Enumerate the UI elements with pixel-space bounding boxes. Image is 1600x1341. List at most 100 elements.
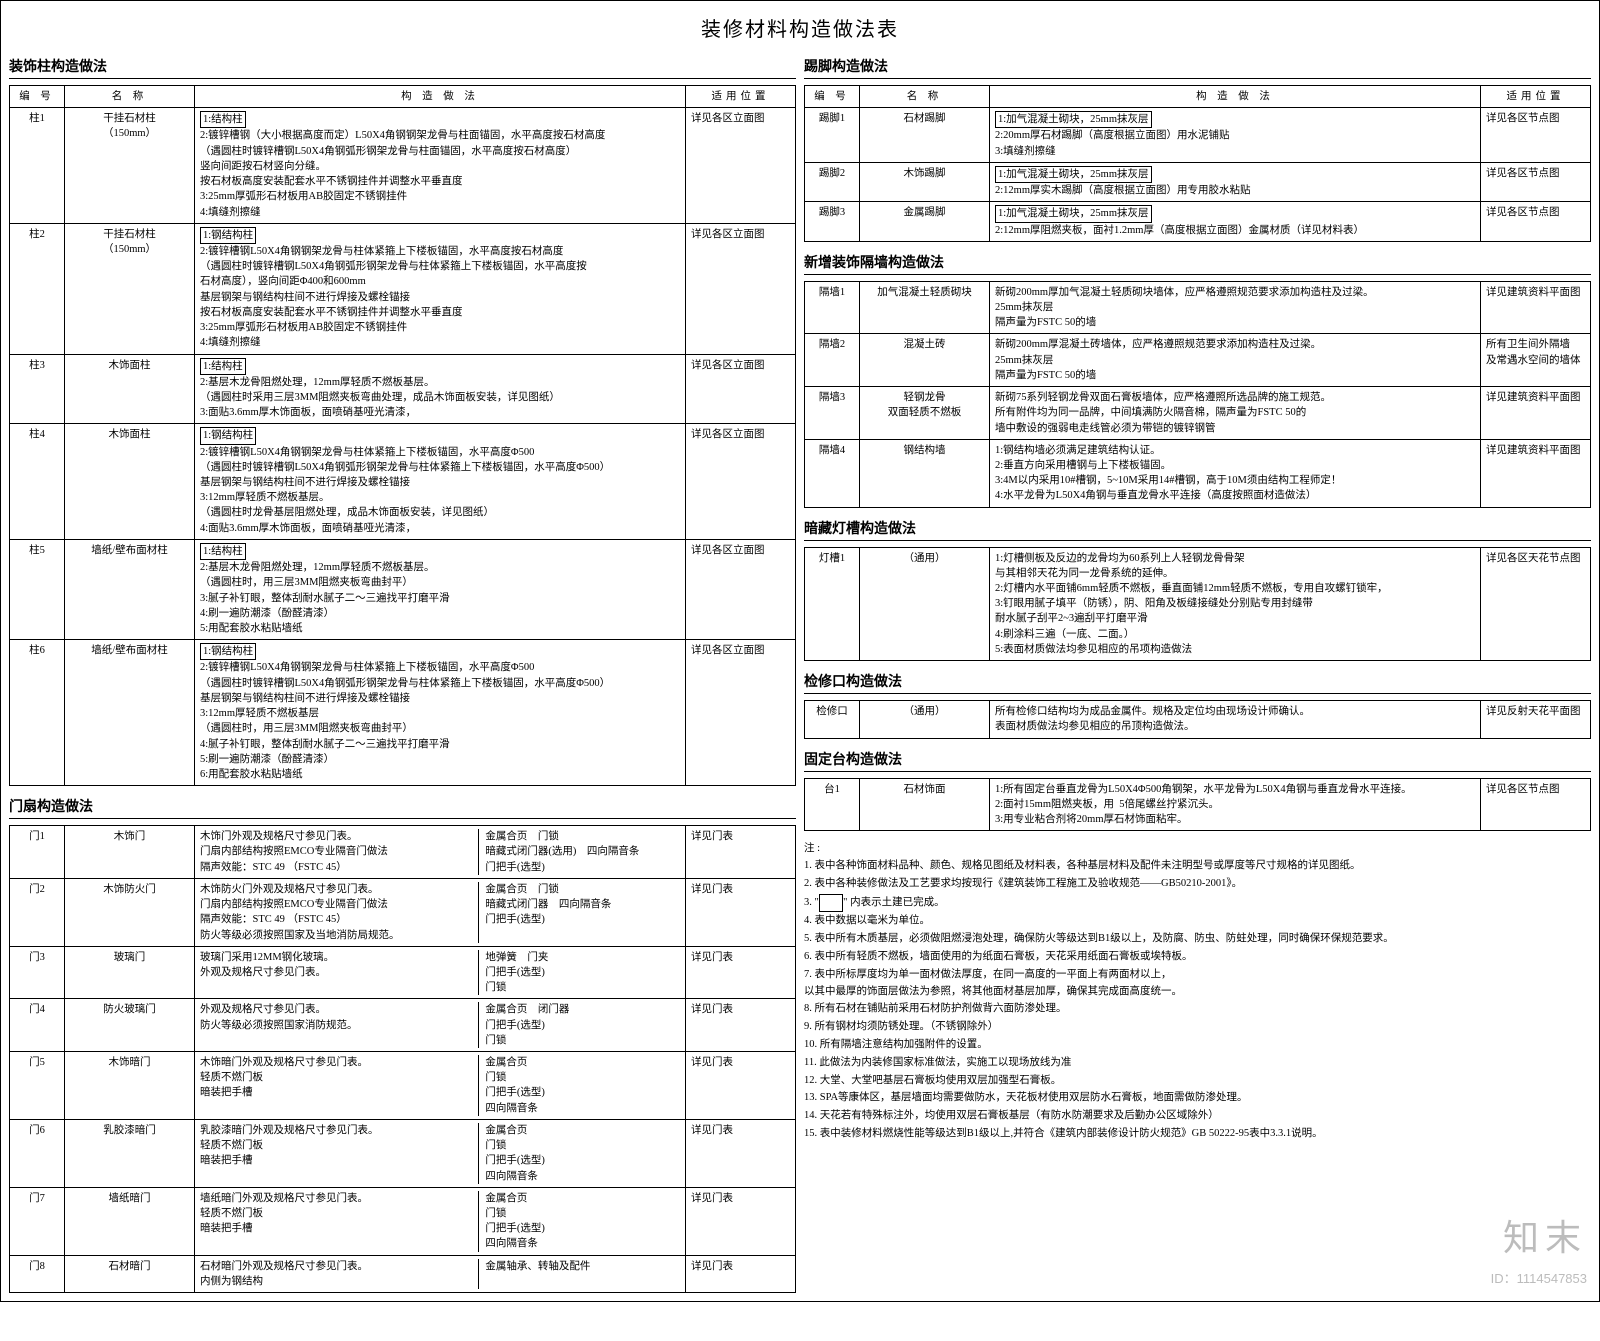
row-name: 干挂石材柱（150mm） <box>65 223 195 354</box>
row-name: 石材踢脚 <box>860 108 990 163</box>
row-method: 木饰门外观及规格尺寸参见门表。门扇内部结构按照EMCO专业隔音门做法隔声效能：S… <box>195 826 686 879</box>
row-method: 1:加气混凝土砌块，25mm抹灰层2:12mm厚阻燃夹板，面衬1.2mm厚（高度… <box>990 202 1481 241</box>
row-name: 墙纸暗门 <box>65 1187 195 1255</box>
row-loc: 详见各区天花节点图 <box>1481 547 1591 661</box>
row-loc: 详见各区立面图 <box>686 223 796 354</box>
th-loc: 适用位置 <box>1481 86 1591 108</box>
table-row: 柱4木饰面柱1:钢结构柱2:镀锌槽钢L50X4角钢钢架龙骨与柱体紧箍上下楼板锚固… <box>10 424 796 540</box>
row-name: 墙纸/壁布面材柱 <box>65 640 195 786</box>
row-name: 轻钢龙骨双面轻质不燃板 <box>860 387 990 440</box>
row-loc: 详见各区立面图 <box>686 424 796 540</box>
row-id: 柱2 <box>10 223 65 354</box>
row-method: 玻璃门采用12MM钢化玻璃。外观及规格尺寸参见门表。地弹簧 门夹门把手(选型)门… <box>195 946 686 999</box>
light-heading: 暗藏灯槽构造做法 <box>804 518 1591 541</box>
row-method: 1:结构柱2:基层木龙骨阻燃处理，12mm厚轻质不燃板基层。（遇圆柱时采用三层3… <box>195 354 686 424</box>
row-name: 加气混凝土轻质砌块 <box>860 281 990 334</box>
note-line: 9. 所有钢材均须防锈处理。（不锈钢除外） <box>804 1019 1591 1036</box>
table-row: 柱6墙纸/壁布面材柱1:钢结构柱2:镀锌槽钢L50X4角钢钢架龙骨与柱体紧箍上下… <box>10 640 796 786</box>
th-id: 编 号 <box>10 86 65 108</box>
th-method: 构 造 做 法 <box>990 86 1481 108</box>
row-id: 检修口 <box>805 701 860 738</box>
row-id: 柱6 <box>10 640 65 786</box>
row-name: 防火玻璃门 <box>65 999 195 1052</box>
row-method: 所有检修口结构均为成品金属件。规格及定位均由现场设计师确认。表面材质做法均参见相… <box>990 701 1481 738</box>
table-row: 灯槽1（通用）1:灯槽侧板及反边的龙骨均为60系列上人轻钢龙骨骨架与其相邻天花为… <box>805 547 1591 661</box>
row-name: 木饰暗门 <box>65 1052 195 1120</box>
deco-col-table: 编 号 名 称 构 造 做 法 适用位置 柱1干挂石材柱（150mm）1:结构柱… <box>9 85 796 786</box>
note-line: 12. 大堂、大堂吧基层石膏板均使用双层加强型石膏板。 <box>804 1073 1591 1090</box>
page: 装修材料构造做法表 装饰柱构造做法 编 号 名 称 构 造 做 法 适用位置 柱… <box>0 0 1600 1302</box>
row-name: 石材暗门 <box>65 1255 195 1292</box>
two-columns: 装饰柱构造做法 编 号 名 称 构 造 做 法 适用位置 柱1干挂石材柱（150… <box>9 50 1591 1293</box>
row-id: 踢脚2 <box>805 162 860 201</box>
partition-heading: 新增装饰隔墙构造做法 <box>804 252 1591 275</box>
row-id: 柱4 <box>10 424 65 540</box>
skirt-table: 编 号 名 称 构 造 做 法 适用位置 踢脚1石材踢脚1:加气混凝土砌块，25… <box>804 85 1591 242</box>
row-name: 钢结构墙 <box>860 439 990 507</box>
table-row: 门4防火玻璃门外观及规格尺寸参见门表。防火等级必须按照国家消防规范。金属合页 闭… <box>10 999 796 1052</box>
table-row: 隔墙3轻钢龙骨双面轻质不燃板新砌75系列轻钢龙骨双面石膏板墙体，应严格遵照所选品… <box>805 387 1591 440</box>
row-method: 1:所有固定台垂直龙骨为L50X4Φ500角钢架，水平龙骨为L50X4角钢与垂直… <box>990 778 1481 831</box>
row-loc: 详见建筑资料平面图 <box>1481 281 1591 334</box>
row-method: 1:结构柱2:镀锌槽钢（大小根据高度而定）L50X4角钢钢架龙骨与柱面锚固，水平… <box>195 108 686 224</box>
row-id: 柱5 <box>10 539 65 639</box>
note-line: 2. 表中各种装修做法及工艺要求均按现行《建筑装饰工程施工及验收规范——GB50… <box>804 876 1591 893</box>
row-loc: 详见门表 <box>686 826 796 879</box>
deco-col-heading: 装饰柱构造做法 <box>9 56 796 79</box>
row-method: 1:钢结构柱2:镀锌槽钢L50X4角钢钢架龙骨与柱体紧箍上下楼板锚固，水平高度Φ… <box>195 424 686 540</box>
row-name: 干挂石材柱（150mm） <box>65 108 195 224</box>
row-loc: 详见建筑资料平面图 <box>1481 439 1591 507</box>
row-name: 石材饰面 <box>860 778 990 831</box>
table-row: 隔墙4钢结构墙1:钢结构墙必须满足建筑结构认证。2:垂直方向采用槽钢与上下楼板锚… <box>805 439 1591 507</box>
table-row: 柱3木饰面柱1:结构柱2:基层木龙骨阻燃处理，12mm厚轻质不燃板基层。（遇圆柱… <box>10 354 796 424</box>
table-row: 踢脚1石材踢脚1:加气混凝土砌块，25mm抹灰层2:20mm厚石材踢脚（高度根据… <box>805 108 1591 163</box>
note-line: 14. 天花若有特殊标注外，均使用双层石膏板基层（有防水防潮要求及后勤办公区域除… <box>804 1108 1591 1125</box>
row-id: 柱3 <box>10 354 65 424</box>
doors-table: 门1木饰门木饰门外观及规格尺寸参见门表。门扇内部结构按照EMCO专业隔音门做法隔… <box>9 825 796 1293</box>
row-name: 金属踢脚 <box>860 202 990 241</box>
table-row: 柱1干挂石材柱（150mm）1:结构柱2:镀锌槽钢（大小根据高度而定）L50X4… <box>10 108 796 224</box>
row-name: （通用） <box>860 701 990 738</box>
partition-table: 隔墙1加气混凝土轻质砌块新砌200mm厚加气混凝土轻质砌块墙体，应严格遵照规范要… <box>804 281 1591 508</box>
row-id: 踢脚3 <box>805 202 860 241</box>
row-loc: 详见门表 <box>686 1255 796 1292</box>
row-id: 门5 <box>10 1052 65 1120</box>
note-line: 3. " " 内表示土建已完成。 <box>804 894 1591 913</box>
row-method: 1:灯槽侧板及反边的龙骨均为60系列上人轻钢龙骨骨架与其相邻天花为同一龙骨系统的… <box>990 547 1481 661</box>
row-name: 乳胶漆暗门 <box>65 1119 195 1187</box>
table-row: 柱2干挂石材柱（150mm）1:钢结构柱2:镀锌槽钢L50X4角钢钢架龙骨与柱体… <box>10 223 796 354</box>
note-line: 11. 此做法为内装修国家标准做法，实施工以现场放线为准 <box>804 1055 1591 1072</box>
row-name: 木饰门 <box>65 826 195 879</box>
row-loc: 详见各区立面图 <box>686 354 796 424</box>
row-id: 门7 <box>10 1187 65 1255</box>
row-loc: 详见各区节点图 <box>1481 162 1591 201</box>
row-loc: 详见门表 <box>686 1119 796 1187</box>
row-name: 墙纸/壁布面材柱 <box>65 539 195 639</box>
left-column: 装饰柱构造做法 编 号 名 称 构 造 做 法 适用位置 柱1干挂石材柱（150… <box>9 50 796 1293</box>
note-line: 15. 表中装修材料燃烧性能等级达到B1级以上,并符合《建筑内部装修设计防火规范… <box>804 1126 1591 1143</box>
inspect-table: 检修口（通用）所有检修口结构均为成品金属件。规格及定位均由现场设计师确认。表面材… <box>804 700 1591 738</box>
row-id: 隔墙2 <box>805 334 860 387</box>
notes-block: 注 : 1. 表中各种饰面材料品种、颜色、规格见图纸及材料表，各种基层材料及配件… <box>804 841 1591 1144</box>
row-id: 隔墙3 <box>805 387 860 440</box>
row-name: 玻璃门 <box>65 946 195 999</box>
light-table: 灯槽1（通用）1:灯槽侧板及反边的龙骨均为60系列上人轻钢龙骨骨架与其相邻天花为… <box>804 547 1591 662</box>
row-loc: 详见各区立面图 <box>686 108 796 224</box>
fixed-table: 台1石材饰面1:所有固定台垂直龙骨为L50X4Φ500角钢架，水平龙骨为L50X… <box>804 778 1591 832</box>
note-line: 5. 表中所有木质基层，必须做阻燃浸泡处理，确保防火等级达到B1级以上，及防腐、… <box>804 931 1591 948</box>
row-name: （通用） <box>860 547 990 661</box>
notes-lead: 注 : <box>804 843 820 854</box>
table-row: 门6乳胶漆暗门乳胶漆暗门外观及规格尺寸参见门表。轻质不燃门板暗装把手槽金属合页门… <box>10 1119 796 1187</box>
row-method: 新砌200mm厚加气混凝土轻质砌块墙体，应严格遵照规范要求添加构造柱及过梁。25… <box>990 281 1481 334</box>
row-method: 木饰防火门外观及规格尺寸参见门表。门扇内部结构按照EMCO专业隔音门做法隔声效能… <box>195 878 686 946</box>
note-line: 7. 表中所标厚度均为单一面材做法厚度，在同一高度的一平面上有两面材以上， 以其… <box>804 967 1591 1001</box>
note-line: 1. 表中各种饰面材料品种、颜色、规格见图纸及材料表，各种基层材料及配件未注明型… <box>804 858 1591 875</box>
row-id: 灯槽1 <box>805 547 860 661</box>
row-method: 外观及规格尺寸参见门表。防火等级必须按照国家消防规范。金属合页 闭门器门把手(选… <box>195 999 686 1052</box>
row-id: 门2 <box>10 878 65 946</box>
table-row: 隔墙2混凝土砖新砌200mm厚混凝土砖墙体，应严格遵照规范要求添加构造柱及过梁。… <box>805 334 1591 387</box>
row-id: 门6 <box>10 1119 65 1187</box>
row-id: 门4 <box>10 999 65 1052</box>
row-method: 石材暗门外观及规格尺寸参见门表。内侧为钢结构金属轴承、转轴及配件 <box>195 1255 686 1292</box>
row-loc: 详见各区立面图 <box>686 539 796 639</box>
